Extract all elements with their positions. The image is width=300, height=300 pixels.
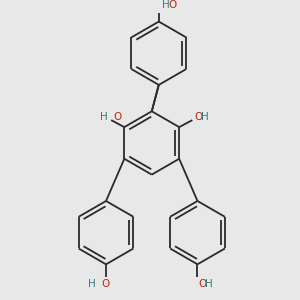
Text: O: O <box>102 279 110 289</box>
Text: O: O <box>169 0 177 10</box>
Text: H: H <box>100 112 108 122</box>
Text: H: H <box>88 279 95 289</box>
Text: H: H <box>206 279 213 289</box>
Text: O: O <box>194 112 202 122</box>
Text: O: O <box>198 279 207 289</box>
Text: O: O <box>113 112 121 122</box>
Text: H: H <box>201 112 209 122</box>
Text: H: H <box>162 0 170 10</box>
